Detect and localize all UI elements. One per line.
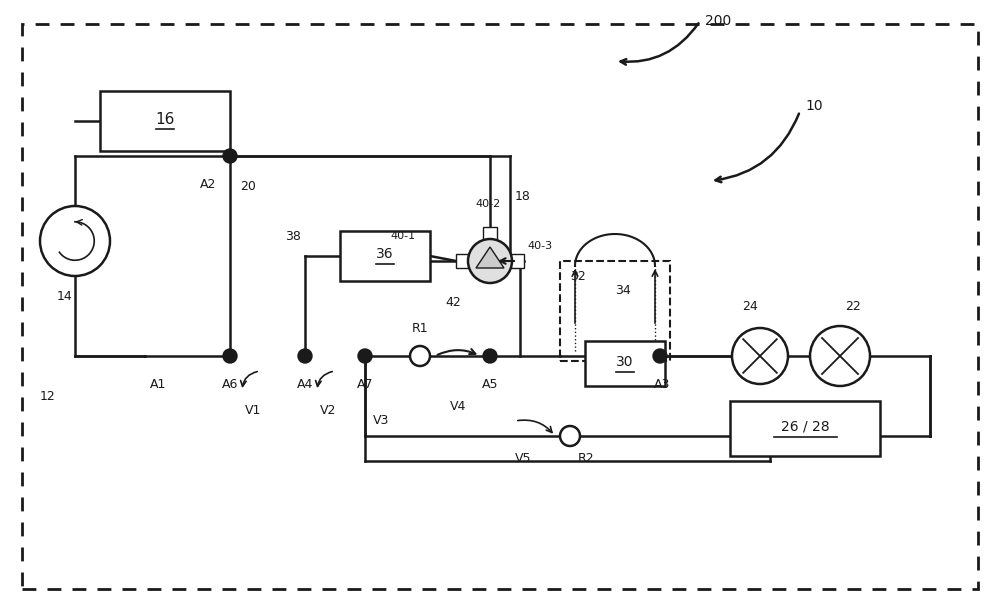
Circle shape — [732, 328, 788, 384]
Circle shape — [358, 349, 372, 363]
Bar — [456, 254, 472, 268]
Text: A2: A2 — [200, 178, 216, 191]
Text: 16: 16 — [155, 111, 175, 126]
Text: 32: 32 — [570, 269, 586, 282]
Bar — [483, 227, 497, 243]
Bar — [508, 254, 524, 268]
Text: 200: 200 — [705, 14, 731, 28]
Text: V4: V4 — [450, 400, 466, 412]
Text: R2: R2 — [578, 452, 595, 464]
Text: V5: V5 — [515, 452, 532, 464]
Text: 38: 38 — [285, 230, 301, 243]
Text: A6: A6 — [222, 378, 238, 390]
Text: 34: 34 — [615, 285, 631, 298]
Circle shape — [560, 426, 580, 446]
Text: 42: 42 — [445, 296, 461, 310]
Text: A1: A1 — [150, 378, 166, 390]
Circle shape — [810, 326, 870, 386]
Circle shape — [40, 206, 110, 276]
Text: R1: R1 — [412, 321, 429, 334]
Text: 22: 22 — [845, 299, 861, 312]
Text: 12: 12 — [40, 389, 56, 403]
Text: V2: V2 — [320, 404, 336, 417]
Text: 30: 30 — [616, 354, 634, 368]
Circle shape — [410, 346, 430, 366]
Bar — [730, 401, 880, 456]
Text: A5: A5 — [482, 378, 498, 390]
Text: A4: A4 — [297, 378, 313, 390]
Bar — [560, 261, 670, 361]
Circle shape — [483, 349, 497, 363]
Text: A7: A7 — [357, 378, 374, 390]
Text: 26 / 28: 26 / 28 — [781, 420, 829, 433]
Text: 10: 10 — [805, 99, 823, 113]
Text: 40-3: 40-3 — [527, 241, 552, 251]
Text: 20: 20 — [240, 180, 256, 192]
Circle shape — [653, 349, 667, 363]
Text: 14: 14 — [57, 290, 73, 302]
Text: V3: V3 — [373, 414, 389, 428]
Text: 18: 18 — [515, 189, 531, 202]
Circle shape — [223, 149, 237, 163]
Bar — [340, 231, 430, 281]
Circle shape — [223, 349, 237, 363]
Bar — [585, 341, 665, 386]
Text: V1: V1 — [245, 404, 261, 417]
Text: 40-2: 40-2 — [475, 199, 500, 209]
Text: 24: 24 — [742, 299, 758, 312]
Polygon shape — [476, 247, 504, 268]
Text: 40-1: 40-1 — [390, 231, 415, 241]
Bar — [100, 91, 230, 151]
Text: 36: 36 — [376, 247, 394, 261]
Circle shape — [468, 239, 512, 283]
Circle shape — [298, 349, 312, 363]
Text: A3: A3 — [654, 378, 670, 390]
